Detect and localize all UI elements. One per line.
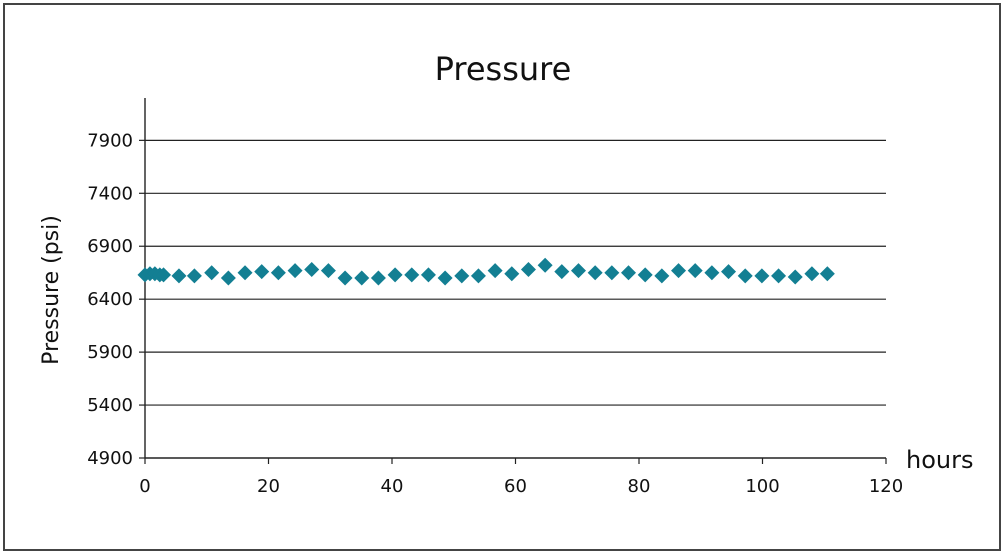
data-point — [220, 270, 236, 286]
x-tick-label: 80 — [628, 476, 651, 497]
y-tick-label: 5900 — [87, 342, 133, 363]
data-point — [420, 267, 436, 283]
data-point — [819, 266, 835, 282]
y-tick-label: 6900 — [87, 236, 133, 257]
chart-frame — [3, 3, 1001, 551]
data-point — [204, 265, 220, 281]
data-point — [171, 268, 187, 284]
chart-title: Pressure — [435, 50, 572, 88]
y-tick-label: 4900 — [87, 448, 133, 469]
data-point — [270, 265, 286, 281]
tick-labels: 4900 5400 5900 6400 6900 7400 7900 0 20 40 60 80 100… — [87, 130, 903, 497]
x-tick-label: 120 — [869, 476, 903, 497]
x-tick-label: 100 — [745, 476, 779, 497]
data-point — [654, 268, 670, 284]
data-point — [320, 263, 336, 279]
data-point — [520, 262, 536, 278]
y-tick-label: 5400 — [87, 395, 133, 416]
data-point — [186, 268, 202, 284]
data-point — [337, 270, 353, 286]
data-point — [671, 263, 687, 279]
data-point — [354, 270, 370, 286]
y-axis-label: Pressure (psi) — [39, 215, 64, 365]
axes — [139, 98, 887, 464]
data-point — [687, 263, 703, 279]
data-point — [404, 267, 420, 283]
data-point — [721, 264, 737, 280]
data-point — [387, 267, 403, 283]
x-axis-label: hours — [906, 446, 973, 474]
gridlines — [145, 139, 886, 406]
data-point — [637, 267, 653, 283]
data-point — [254, 264, 270, 280]
data-point — [504, 266, 520, 282]
data-point — [587, 265, 603, 281]
data-point — [537, 257, 553, 273]
x-tick-label: 20 — [257, 476, 280, 497]
data-point — [604, 265, 620, 281]
data-point — [737, 268, 753, 284]
data-point — [470, 268, 486, 284]
x-tick-label: 40 — [381, 476, 404, 497]
data-point — [787, 269, 803, 285]
y-tick-label: 7400 — [87, 183, 133, 204]
data-point — [804, 266, 820, 282]
x-tick-label: 60 — [504, 476, 527, 497]
data-point — [287, 263, 303, 279]
data-point — [621, 265, 637, 281]
data-point — [570, 263, 586, 279]
data-point — [754, 268, 770, 284]
data-point — [370, 270, 386, 286]
data-point — [304, 262, 320, 278]
x-tick-label: 0 — [139, 476, 150, 497]
data-points — [137, 257, 835, 286]
data-point — [156, 267, 172, 283]
data-point — [771, 268, 787, 284]
y-tick-label: 6400 — [87, 289, 133, 310]
data-point — [554, 264, 570, 280]
y-tick-label: 7900 — [87, 130, 133, 151]
data-point — [437, 270, 453, 286]
data-point — [237, 265, 253, 281]
data-point — [454, 268, 470, 284]
data-point — [704, 265, 720, 281]
data-point — [487, 263, 503, 279]
